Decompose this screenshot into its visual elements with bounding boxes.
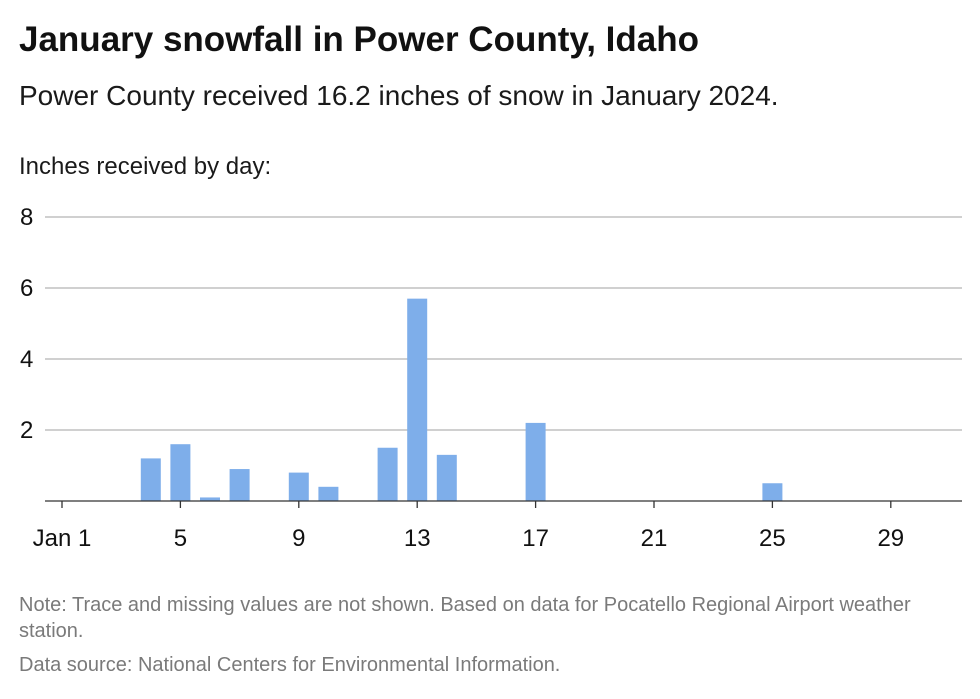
chart-title: January snowfall in Power County, Idaho <box>19 20 700 59</box>
x-tick-label: 13 <box>404 525 431 552</box>
x-tick-label: 21 <box>641 525 668 552</box>
x-tick-label: 5 <box>174 525 187 552</box>
bar <box>288 472 309 501</box>
x-tick-label: 17 <box>522 525 549 552</box>
y-tick-label: 4 <box>20 346 33 373</box>
bar <box>140 458 161 501</box>
chart-note: Note: Trace and missing values are not s… <box>19 594 911 642</box>
y-axis-label: Inches received by day: <box>19 153 272 180</box>
bar <box>407 298 428 501</box>
bar <box>377 447 398 501</box>
bar <box>436 454 457 501</box>
bars <box>140 298 783 501</box>
chart-subtitle: Power County received 16.2 inches of sno… <box>19 80 779 111</box>
data-source: Data source: National Centers for Enviro… <box>19 654 561 676</box>
y-tick-label: 8 <box>20 204 33 231</box>
bar-chart: 2 4 6 8 Jan 1 5 9 13 17 21 25 29 <box>20 204 962 552</box>
x-tick-label: Jan 1 <box>33 525 92 552</box>
x-tick-label: 9 <box>292 525 305 552</box>
bar <box>170 444 191 501</box>
bar <box>200 497 220 501</box>
x-tick-label: 25 <box>759 525 786 552</box>
x-tick-label: 29 <box>877 525 904 552</box>
y-tick-label: 2 <box>20 417 33 444</box>
y-tick-label: 6 <box>20 275 33 302</box>
bar <box>318 486 339 501</box>
bar <box>229 469 250 501</box>
gridlines: 2 4 6 8 <box>20 204 962 444</box>
bar <box>762 483 783 501</box>
bar <box>525 422 546 501</box>
x-axis: Jan 1 5 9 13 17 21 25 29 <box>33 500 962 552</box>
